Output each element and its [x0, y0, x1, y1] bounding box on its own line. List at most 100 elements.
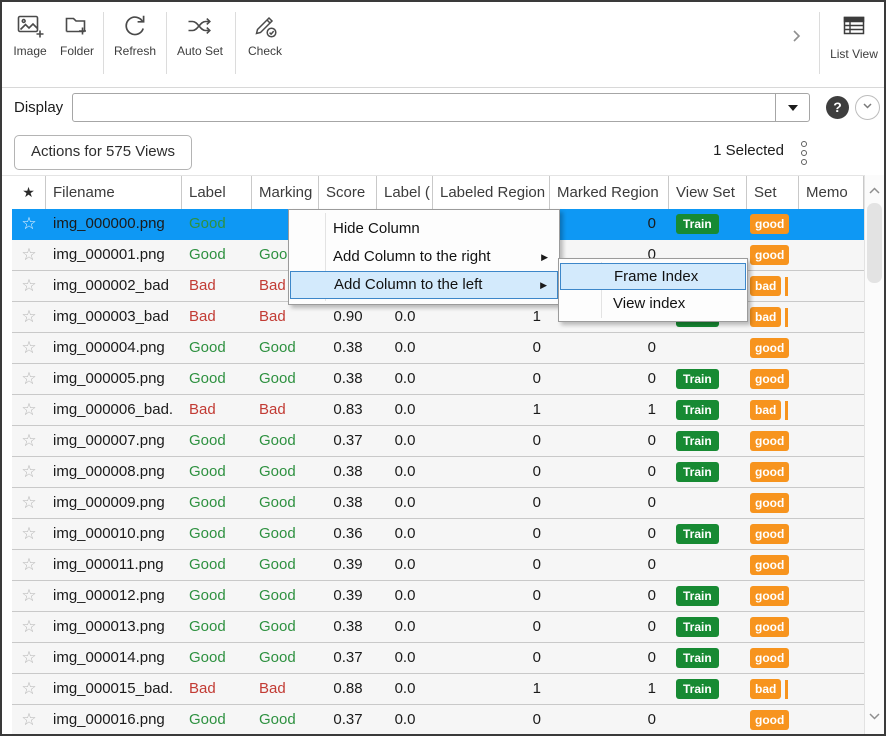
vertical-scrollbar[interactable] [864, 175, 884, 734]
cell-score: 0.37 [319, 705, 377, 734]
cell-set: good [747, 581, 799, 611]
row-star-icon[interactable]: ☆ [12, 426, 46, 456]
check-button[interactable]: Check [240, 11, 290, 58]
cell-memo [799, 550, 864, 580]
submenu-item-view-index[interactable]: View index [560, 290, 746, 317]
column-header-marking[interactable]: Marking [252, 176, 319, 209]
more-options-kebab-icon[interactable] [798, 138, 810, 168]
display-label: Display [14, 88, 63, 127]
cell-marked_region: 0 [550, 612, 669, 642]
table-view-icon [839, 30, 869, 44]
auto-set-button[interactable]: Auto Set [170, 11, 230, 58]
table-row[interactable]: ☆img_000006_bad.BadBad0.830.011Trainbad [12, 395, 864, 426]
table-row[interactable]: ☆img_000014.pngGoodGood0.370.000Traingoo… [12, 643, 864, 674]
row-star-icon[interactable]: ☆ [12, 395, 46, 425]
table-row[interactable]: ☆img_000009.pngGoodGood0.380.000good [12, 488, 864, 519]
table-row[interactable]: ☆img_000005.pngGoodGood0.380.000Traingoo… [12, 364, 864, 395]
column-header-set[interactable]: Set [747, 176, 799, 209]
table-row[interactable]: ☆img_000013.pngGoodGood0.380.000Traingoo… [12, 612, 864, 643]
table-row[interactable]: ☆img_000016.pngGoodGood0.370.000good [12, 705, 864, 734]
cell-label: Good [182, 612, 252, 642]
expand-panel-button[interactable] [855, 95, 880, 120]
column-header-label_group[interactable]: Label ( [377, 176, 433, 209]
kebab-dot [801, 150, 807, 156]
column-header-labeled_region[interactable]: Labeled Region [433, 176, 550, 209]
column-header-filename[interactable]: Filename [46, 176, 182, 209]
table-row[interactable]: ☆img_000008.pngGoodGood0.380.000Traingoo… [12, 457, 864, 488]
row-star-icon[interactable]: ☆ [12, 333, 46, 363]
scrollbar-thumb[interactable] [867, 203, 882, 283]
row-star-icon[interactable]: ☆ [12, 240, 46, 270]
toolbar-separator [235, 12, 236, 74]
folder-button[interactable]: Folder [54, 11, 100, 58]
table-row[interactable]: ☆img_000004.pngGoodGood0.380.000good [12, 333, 864, 364]
menu-item-hide-column[interactable]: Hide Column [290, 215, 558, 243]
display-combobox[interactable] [72, 93, 810, 122]
submenu-item-frame-index[interactable]: Frame Index [560, 263, 746, 290]
view-set-badge: Train [676, 400, 719, 420]
kebab-dot [801, 159, 807, 165]
help-button[interactable]: ? [826, 96, 849, 119]
table-row[interactable]: ☆img_000012.pngGoodGood0.390.000Traingoo… [12, 581, 864, 612]
view-set-badge: Train [676, 679, 719, 699]
row-star-icon[interactable]: ☆ [12, 488, 46, 518]
toolbar-separator [166, 12, 167, 74]
toolbar: Image Folder Refresh [2, 2, 884, 88]
refresh-button[interactable]: Refresh [108, 11, 162, 58]
row-star-icon[interactable]: ☆ [12, 581, 46, 611]
check-button-label: Check [240, 44, 290, 58]
view-set-badge: Train [676, 214, 719, 234]
row-star-icon[interactable]: ☆ [12, 643, 46, 673]
row-star-icon[interactable]: ☆ [12, 612, 46, 642]
row-star-icon[interactable]: ☆ [12, 550, 46, 580]
menu-item-add-column-left[interactable]: Add Column to the left ▶ [290, 271, 558, 299]
cell-memo [799, 426, 864, 456]
scroll-up-icon[interactable] [868, 183, 881, 201]
refresh-icon [108, 11, 162, 41]
cell-marked_region: 0 [550, 488, 669, 518]
cell-marking: Good [252, 333, 319, 363]
set-badge: good [750, 648, 789, 668]
cell-set: bad [747, 395, 799, 425]
cell-view_set [669, 488, 747, 518]
column-header-view_set[interactable]: View Set [669, 176, 747, 209]
table-row[interactable]: ☆img_000010.pngGoodGood0.360.000Traingoo… [12, 519, 864, 550]
actions-for-views-button[interactable]: Actions for 575 Views [14, 135, 192, 170]
column-header-star[interactable]: ★ [12, 176, 46, 209]
list-view-button[interactable]: List View [826, 11, 882, 61]
table-row[interactable]: ☆img_000007.pngGoodGood0.370.000Traingoo… [12, 426, 864, 457]
column-header-label[interactable]: Label [182, 176, 252, 209]
cell-filename: img_000011.png [46, 550, 182, 580]
toolbar-overflow-chevron[interactable] [788, 28, 804, 49]
row-star-icon[interactable]: ☆ [12, 209, 46, 239]
cell-memo [799, 364, 864, 394]
cell-label: Good [182, 426, 252, 456]
toolbar-separator [103, 12, 104, 74]
cell-view_set: Train [669, 426, 747, 456]
cell-label: Good [182, 209, 252, 239]
set-badge: good [750, 710, 789, 730]
table-row[interactable]: ☆img_000011.pngGoodGood0.390.000good [12, 550, 864, 581]
column-header-marked_region[interactable]: Marked Region [550, 176, 669, 209]
row-star-icon[interactable]: ☆ [12, 519, 46, 549]
cell-marking: Good [252, 581, 319, 611]
row-star-icon[interactable]: ☆ [12, 674, 46, 704]
display-dropdown-button[interactable] [775, 94, 809, 121]
row-star-icon[interactable]: ☆ [12, 271, 46, 301]
image-button[interactable]: Image [8, 11, 52, 58]
row-star-icon[interactable]: ☆ [12, 457, 46, 487]
table-row[interactable]: ☆img_000015_bad.BadBad0.880.011Trainbad [12, 674, 864, 705]
menu-item-add-column-right[interactable]: Add Column to the right ▶ [290, 243, 558, 271]
display-input[interactable] [73, 94, 789, 121]
view-set-badge: Train [676, 648, 719, 668]
scroll-down-icon[interactable] [868, 708, 881, 726]
column-header-score[interactable]: Score [319, 176, 377, 209]
cell-score: 0.83 [319, 395, 377, 425]
row-star-icon[interactable]: ☆ [12, 364, 46, 394]
kebab-dot [801, 141, 807, 147]
row-star-icon[interactable]: ☆ [12, 705, 46, 734]
column-header-memo[interactable]: Memo [799, 176, 864, 209]
set-overflow-tick [785, 308, 788, 327]
cell-labeled_region: 1 [433, 674, 550, 704]
row-star-icon[interactable]: ☆ [12, 302, 46, 332]
